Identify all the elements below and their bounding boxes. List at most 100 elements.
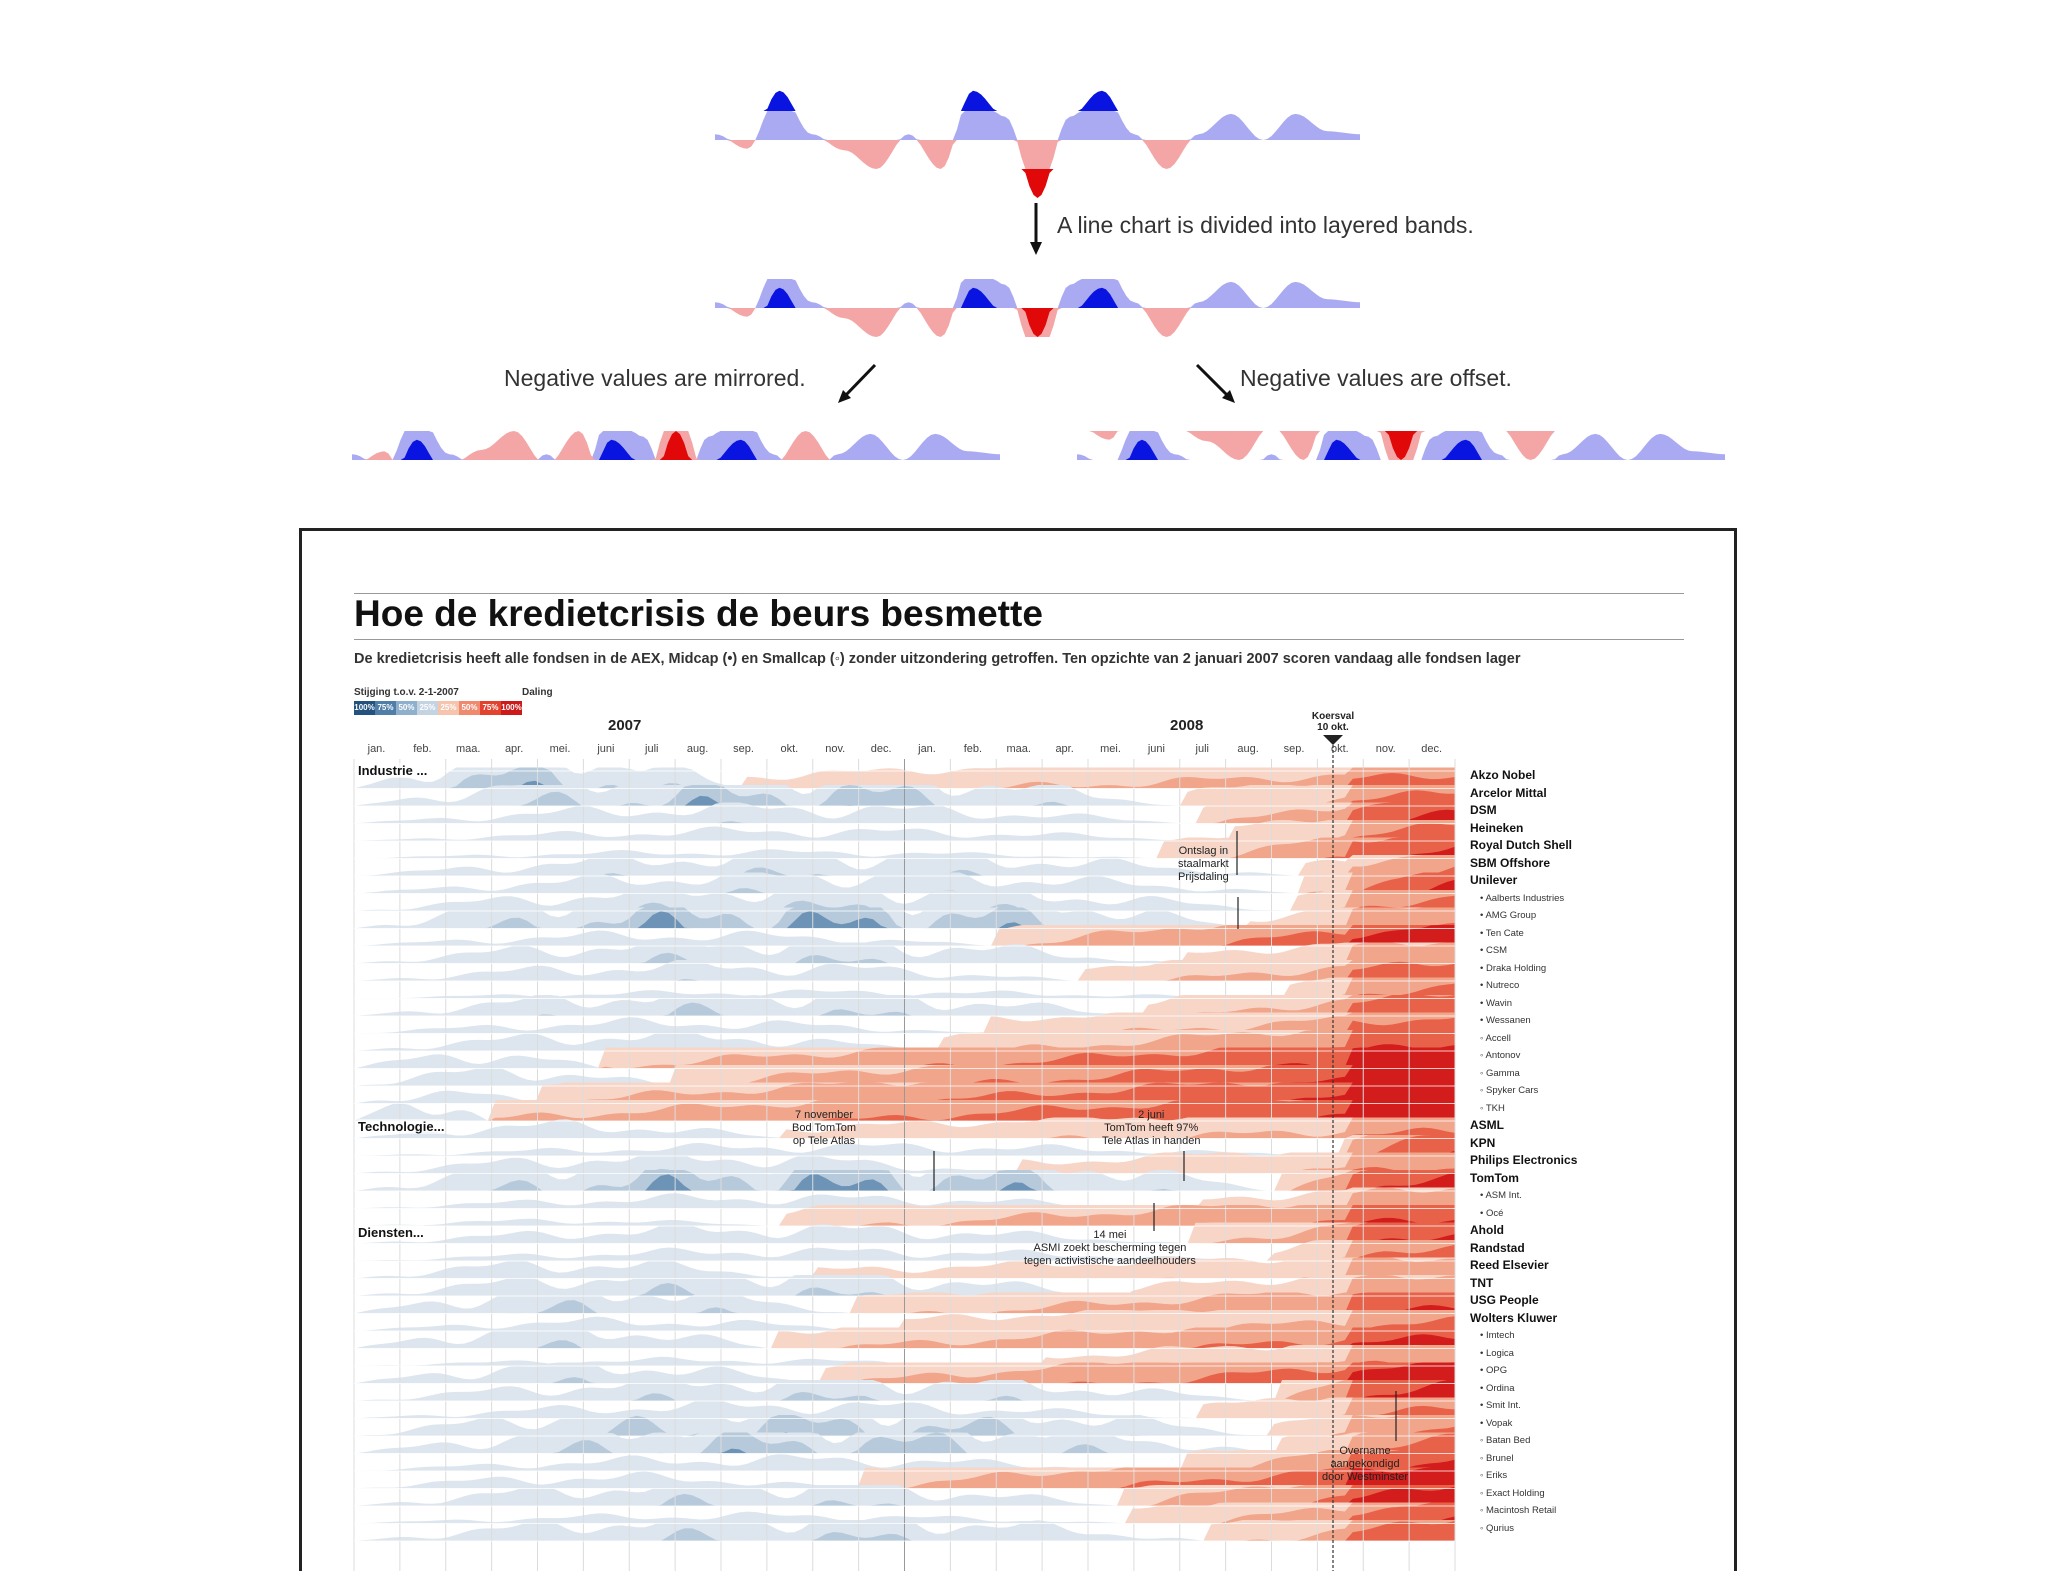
horizon-graph-panel: Hoe de kredietcrisis de beurs besmette D… <box>299 528 1737 1571</box>
month-label-12: jan. <box>904 743 951 755</box>
month-label-23: dec. <box>1408 743 1455 755</box>
annotation-asmi-line1: 14 mei <box>1024 1229 1196 1242</box>
company-11: • Draka Holding <box>1480 962 1546 975</box>
annotation-tele-line3: Tele Atlas in handen <box>1102 1135 1200 1148</box>
annotation-staal: Ontslag in staalmarkt Prijsdaling <box>1178 845 1229 884</box>
caption-offset: Negative values are offset. <box>1240 365 1512 392</box>
company-9: • Ten Cate <box>1480 927 1524 940</box>
company-35: • Ordina <box>1480 1382 1514 1395</box>
month-label-14: maa. <box>995 743 1042 755</box>
koersval-title: Koersval <box>1302 711 1364 722</box>
arrow-mirrored <box>838 365 875 403</box>
company-29: TNT <box>1470 1277 1493 1290</box>
month-label-4: mei. <box>537 743 584 755</box>
month-label-22: nov. <box>1362 743 1409 755</box>
panel-title: Hoe de kredietcrisis de beurs besmette <box>354 593 1043 635</box>
month-label-20: sep. <box>1271 743 1318 755</box>
company-22: Philips Electronics <box>1470 1154 1577 1167</box>
month-label-19: aug. <box>1225 743 1272 755</box>
section-technologie: Technologie... <box>358 1119 444 1134</box>
month-label-6: juli <box>628 743 675 755</box>
caption-divided: A line chart is divided into layered ban… <box>1057 212 1474 239</box>
company-36: • Smit Int. <box>1480 1399 1521 1412</box>
section-industrie: Industrie ... <box>358 763 427 778</box>
legend-cell-3: 25% <box>417 701 438 715</box>
legend-cell-5: 50% <box>459 701 480 715</box>
annotation-bod-line3: op Tele Atlas <box>792 1135 856 1148</box>
annotation-staal-line3: Prijsdaling <box>1178 871 1229 884</box>
annotation-staal-line1: Ontslag in <box>1178 845 1229 858</box>
company-17: ◦ Gamma <box>1480 1067 1520 1080</box>
annotation-west-line1: Overname <box>1322 1445 1408 1458</box>
company-30: USG People <box>1470 1294 1539 1307</box>
company-14: • Wessanen <box>1480 1014 1531 1027</box>
legend-cell-4: 25% <box>438 701 459 715</box>
g1-neg-band-1 <box>715 140 1360 169</box>
horizon-construction-diagram <box>0 0 2048 520</box>
company-23: TomTom <box>1470 1172 1519 1185</box>
annotation-bod-line2: Bod TomTom <box>792 1122 856 1135</box>
company-1: Arcelor Mittal <box>1470 787 1547 800</box>
annotation-west-line2: aangekondigd <box>1322 1458 1408 1471</box>
company-7: • Aalberts Industries <box>1480 892 1564 905</box>
month-label-2: maa. <box>445 743 492 755</box>
month-label-17: juni <box>1133 743 1180 755</box>
company-10: • CSM <box>1480 944 1507 957</box>
arrow-offset <box>1197 365 1235 403</box>
month-label-8: sep. <box>720 743 767 755</box>
koersval-label: Koersval 10 okt. <box>1302 711 1364 733</box>
month-label-9: okt. <box>766 743 813 755</box>
company-25: • Océ <box>1480 1207 1503 1220</box>
legend-rise-label: Stijging t.o.v. 2-1-2007 <box>354 687 459 698</box>
company-19: ◦ TKH <box>1480 1102 1505 1115</box>
legend-cell-1: 75% <box>375 701 396 715</box>
company-16: ◦ Antonov <box>1480 1049 1520 1062</box>
g2-pos-band-1 <box>715 279 1360 308</box>
legend-cell-2: 50% <box>396 701 417 715</box>
annotation-west-line3: door Westminster <box>1322 1471 1408 1484</box>
company-37: • Vopak <box>1480 1417 1512 1430</box>
arrow-down <box>1030 203 1042 255</box>
company-31: Wolters Kluwer <box>1470 1312 1557 1325</box>
month-label-11: dec. <box>858 743 905 755</box>
legend-cell-6: 75% <box>480 701 501 715</box>
month-label-13: feb. <box>949 743 996 755</box>
annotation-tele-line2: TomTom heeft 97% <box>1102 1122 1200 1135</box>
annotation-asmi: 14 mei ASMI zoekt bescherming tegen tege… <box>1024 1229 1196 1268</box>
company-5: SBM Offshore <box>1470 857 1550 870</box>
company-6: Unilever <box>1470 874 1517 887</box>
g1-pos-band-1 <box>715 111 1360 140</box>
company-3: Heineken <box>1470 822 1523 835</box>
annotation-asmi-line2: ASMI zoekt bescherming tegen <box>1024 1242 1196 1255</box>
month-label-18: juli <box>1179 743 1226 755</box>
company-12: • Nutreco <box>1480 979 1519 992</box>
year-label-2008: 2008 <box>1170 717 1203 734</box>
month-label-0: jan. <box>353 743 400 755</box>
company-21: KPN <box>1470 1137 1495 1150</box>
company-4: Royal Dutch Shell <box>1470 839 1572 852</box>
company-39: ◦ Brunel <box>1480 1452 1513 1465</box>
month-label-7: aug. <box>674 743 721 755</box>
annotation-bod-tomtom: 7 november Bod TomTom op Tele Atlas <box>792 1109 856 1148</box>
g1-neg-band-2 <box>715 169 1360 198</box>
company-18: ◦ Spyker Cars <box>1480 1084 1538 1097</box>
company-40: ◦ Eriks <box>1480 1469 1507 1482</box>
company-32: • Imtech <box>1480 1329 1514 1342</box>
original-band-chart <box>715 91 1360 198</box>
annotation-tele-atlas: 2 juni TomTom heeft 97% Tele Atlas in ha… <box>1102 1109 1200 1148</box>
legend-fall-label: Daling <box>522 687 553 698</box>
company-0: Akzo Nobel <box>1470 769 1535 782</box>
month-label-1: feb. <box>399 743 446 755</box>
company-33: • Logica <box>1480 1347 1514 1360</box>
year-label-2007: 2007 <box>608 717 641 734</box>
annotation-tele-line1: 2 juni <box>1102 1109 1200 1122</box>
mirrored-band-chart <box>352 431 1000 460</box>
panel-subtitle: De kredietcrisis heeft alle fondsen in d… <box>354 651 1520 667</box>
company-43: ◦ Qurius <box>1480 1522 1514 1535</box>
company-42: ◦ Macintosh Retail <box>1480 1504 1556 1517</box>
offset-band-chart <box>1077 431 1725 460</box>
company-20: ASML <box>1470 1119 1504 1132</box>
company-41: ◦ Exact Holding <box>1480 1487 1545 1500</box>
annotation-bod-line1: 7 november <box>792 1109 856 1122</box>
month-label-10: nov. <box>812 743 859 755</box>
